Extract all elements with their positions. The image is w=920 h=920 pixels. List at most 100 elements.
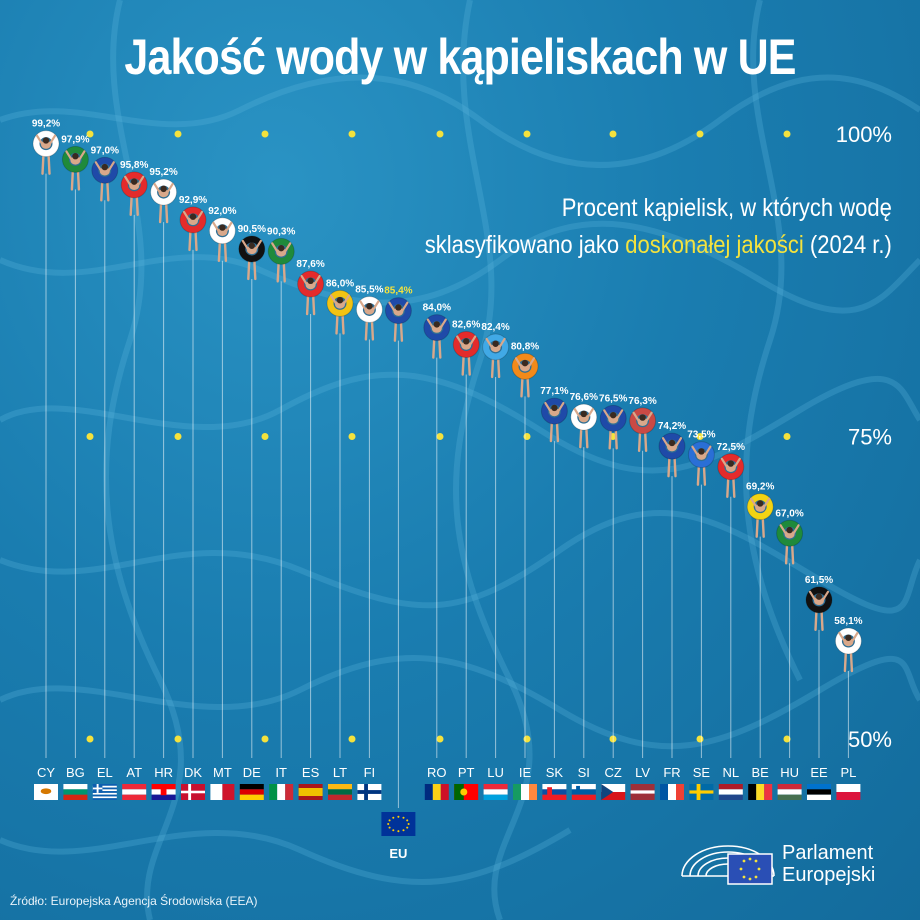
flag-si-icon (571, 784, 596, 800)
grid-dot (436, 433, 444, 440)
flag-ie-icon (513, 784, 537, 800)
data-point-fi: 85,5% FI (355, 284, 384, 800)
flag-mt-icon (210, 784, 235, 800)
value-label: 97,0% (91, 145, 119, 156)
flag-dk-icon (181, 784, 205, 800)
value-label: 85,4% (384, 286, 412, 297)
country-code: FI (364, 765, 376, 780)
grid-dot (696, 130, 704, 138)
data-point-cy: 99,2% CY (32, 119, 60, 800)
parliament-logo-text: Parlament Europejski (782, 842, 875, 886)
country-code: SE (693, 765, 711, 780)
country-code: DE (243, 765, 261, 780)
value-label: 72,5% (717, 442, 745, 453)
flag-ee-icon (807, 784, 831, 800)
grid-dot (696, 735, 704, 743)
data-point-nl: 72,5% NL (717, 442, 745, 800)
country-code: EL (97, 765, 113, 780)
value-label: 90,5% (238, 224, 266, 235)
data-point-dk: 92,9% DK (179, 195, 207, 800)
flag-cy-icon (34, 784, 58, 800)
flag-nl-icon (718, 784, 743, 800)
subtitle-line-2-start: sklasyfikowano jako (424, 231, 626, 259)
country-code: EU (389, 846, 407, 861)
flag-be-icon (748, 784, 773, 800)
country-code: AT (126, 765, 142, 780)
logo-line-2: Europejski (782, 864, 876, 886)
data-point-de: 90,5% DE (238, 224, 266, 800)
country-code: LU (487, 765, 504, 780)
grid-dot (261, 735, 269, 743)
country-code: SI (578, 765, 590, 780)
value-label: 95,2% (149, 167, 177, 178)
data-point-lt: 86,0% LT (326, 278, 354, 800)
data-point-ro: 84,0% RO (423, 303, 451, 800)
data-point-fr: 74,2% FR (658, 421, 686, 800)
subtitle-line-2-end: (2024 r.) (803, 231, 892, 259)
value-label: 73,5% (687, 430, 715, 441)
value-label: 61,5% (805, 575, 833, 586)
value-label: 92,9% (179, 195, 207, 206)
subtitle-line-2: sklasyfikowano jako doskonałej jakości (… (425, 227, 892, 264)
grid-dot (174, 130, 182, 138)
flag-el-icon (92, 784, 117, 800)
country-code: CY (37, 765, 55, 780)
value-label: 76,6% (570, 392, 598, 403)
flag-lu-icon (483, 784, 508, 800)
data-point-se: 73,5% SE (687, 430, 716, 800)
data-point-it: 90,3% IT (267, 226, 295, 800)
value-label: 77,1% (540, 386, 568, 397)
value-label: 87,6% (296, 259, 324, 270)
grid-dot (783, 130, 791, 138)
data-point-cz: 76,5% CZ (599, 393, 627, 800)
chart-subtitle: Procent kąpielisk, w których wodę sklasy… (425, 190, 892, 264)
data-point-lv: 76,3% LV (628, 396, 657, 800)
country-code: HR (154, 765, 173, 780)
grid-dot (174, 433, 182, 440)
data-point-at: 95,8% AT (120, 160, 148, 800)
data-point-be: 69,2% BE (746, 482, 774, 800)
grid-dot (86, 433, 94, 440)
country-code: LT (333, 765, 347, 780)
value-label: 85,5% (355, 284, 383, 295)
data-point-lu: 82,4% LU (481, 322, 510, 800)
country-code: PT (458, 765, 475, 780)
value-label: 82,4% (481, 322, 509, 333)
data-point-hu: 67,0% HU (775, 508, 804, 800)
data-point-el: 97,0% EL (91, 145, 119, 800)
flag-sk-icon (542, 784, 567, 800)
country-code: IT (275, 765, 287, 780)
value-label: 82,6% (452, 320, 480, 331)
grid-dot (783, 735, 791, 743)
data-point-ee: 61,5% EE (805, 575, 833, 800)
value-label: 76,3% (628, 396, 656, 407)
country-code: MT (213, 765, 232, 780)
data-point-mt: 92,0% MT (208, 206, 237, 800)
flag-eu-icon (381, 812, 416, 836)
data-point-bg: 97,9% BG (61, 134, 90, 800)
parliament-logo-icon (681, 845, 775, 885)
flag-lt-icon (328, 784, 352, 800)
data-point-hr: 95,2% HR (149, 167, 178, 800)
subtitle-line-1: Procent kąpielisk, w których wodę (561, 194, 892, 222)
value-label: 80,8% (511, 341, 539, 352)
y-tick-label: 75% (848, 425, 892, 450)
country-code: IE (519, 765, 532, 780)
flag-bg-icon (63, 784, 88, 800)
country-code: CZ (605, 765, 622, 780)
data-point-si: 76,6% SI (570, 392, 598, 800)
value-label: 58,1% (834, 616, 862, 627)
grid-dot (261, 433, 269, 440)
flag-fr-icon (660, 784, 684, 800)
grid-dot (609, 130, 617, 138)
grid-dot (436, 735, 444, 743)
grid-dot (348, 433, 356, 440)
grid-dot (523, 130, 531, 138)
country-code: BE (752, 765, 770, 780)
value-label: 69,2% (746, 482, 774, 493)
data-point-pl: 58,1% PL (834, 616, 863, 800)
flag-pt-icon (454, 784, 479, 800)
flag-hu-icon (777, 784, 802, 800)
